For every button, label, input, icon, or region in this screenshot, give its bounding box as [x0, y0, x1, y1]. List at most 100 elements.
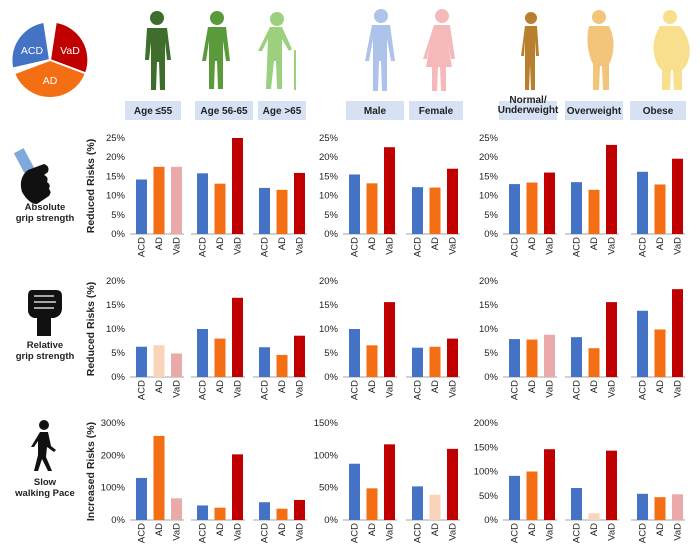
header-label-normal-underweight-1: Underweight — [498, 105, 559, 116]
x-tick-absolute-grip-strength-normal-underweight-vad: VaD — [545, 237, 556, 255]
y-tick-absolute-grip-strength-age-4: 20% — [106, 152, 126, 163]
person-green-icon — [202, 11, 230, 89]
x-tick-slow-walking-pace-age-65-vad: VaD — [295, 523, 306, 541]
x-tick-relative-grip-strength-age-56-65-vad: VaD — [233, 380, 244, 398]
x-tick-absolute-grip-strength-male-acd: ACD — [350, 237, 361, 257]
bar-slow-walking-pace-overweight-ad — [588, 513, 600, 520]
x-tick-relative-grip-strength-age-55-vad: VaD — [172, 380, 183, 398]
x-tick-absolute-grip-strength-obese-acd: ACD — [638, 237, 649, 257]
row-label-relative-grip-strength-1: grip strength — [16, 351, 75, 362]
bar-relative-grip-strength-obese-vad — [672, 289, 683, 377]
x-tick-slow-walking-pace-female-ad: AD — [430, 523, 441, 536]
bar-absolute-grip-strength-age-65-vad — [294, 172, 305, 234]
y-tick-relative-grip-strength-sex-4: 20% — [319, 276, 339, 287]
bar-relative-grip-strength-overweight-ad — [588, 348, 600, 377]
x-tick-relative-grip-strength-obese-ad: AD — [655, 380, 666, 393]
x-tick-relative-grip-strength-overweight-ad: AD — [589, 380, 600, 393]
female-silhouette-icon — [423, 9, 455, 91]
x-tick-slow-walking-pace-male-acd: ACD — [350, 523, 361, 543]
y-tick-absolute-grip-strength-sex-4: 20% — [319, 152, 339, 163]
row-label-relative-grip-strength-0: Relative — [27, 340, 63, 351]
y-tick-absolute-grip-strength-bmi-3: 15% — [479, 171, 499, 182]
bar-absolute-grip-strength-normal-underweight-vad — [544, 172, 555, 234]
bar-slow-walking-pace-female-vad — [447, 448, 458, 520]
x-tick-absolute-grip-strength-age-55-acd: ACD — [137, 237, 148, 257]
bar-slow-walking-pace-male-vad — [384, 444, 395, 520]
x-tick-slow-walking-pace-female-acd: ACD — [413, 523, 424, 543]
y-tick-absolute-grip-strength-sex-2: 10% — [319, 191, 339, 202]
bar-absolute-grip-strength-male-acd — [349, 174, 360, 234]
x-tick-slow-walking-pace-age-65-acd: ACD — [260, 523, 271, 543]
x-tick-relative-grip-strength-male-ad: AD — [367, 380, 378, 393]
y-tick-absolute-grip-strength-bmi-4: 20% — [479, 152, 499, 163]
pie-slice-vad — [48, 20, 90, 75]
x-tick-relative-grip-strength-age-55-acd: ACD — [137, 380, 148, 400]
y-tick-absolute-grip-strength-bmi-2: 10% — [479, 191, 499, 202]
row-label-absolute-grip-strength-0: Absolute — [25, 202, 66, 213]
x-tick-absolute-grip-strength-overweight-ad: AD — [589, 237, 600, 250]
bar-relative-grip-strength-normal-underweight-vad — [544, 334, 555, 377]
x-tick-absolute-grip-strength-age-55-vad: VaD — [172, 237, 183, 255]
header-label-normal-underweight-0: Normal/ — [509, 95, 546, 106]
x-tick-absolute-grip-strength-normal-underweight-ad: AD — [527, 237, 538, 250]
x-tick-absolute-grip-strength-female-vad: VaD — [448, 237, 459, 255]
bar-absolute-grip-strength-age-65-acd — [259, 187, 270, 234]
bar-absolute-grip-strength-age-55-vad — [171, 166, 182, 234]
x-tick-absolute-grip-strength-male-vad: VaD — [385, 237, 396, 255]
row-label-slow-walking-pace-0: Slow — [34, 477, 57, 488]
x-tick-absolute-grip-strength-age-65-ad: AD — [277, 237, 288, 250]
bar-relative-grip-strength-age-56-65-acd — [197, 329, 208, 377]
bar-relative-grip-strength-age-55-ad — [153, 345, 165, 377]
bar-relative-grip-strength-male-vad — [384, 302, 395, 377]
x-tick-relative-grip-strength-female-vad: VaD — [448, 380, 459, 398]
header-label-age-56-65: Age 56-65 — [200, 106, 248, 117]
y-tick-relative-grip-strength-sex-0: 0% — [324, 372, 338, 383]
bar-slow-walking-pace-male-acd — [349, 463, 360, 520]
x-tick-slow-walking-pace-age-56-65-ad: AD — [215, 523, 226, 536]
y-tick-absolute-grip-strength-age-1: 5% — [111, 210, 125, 221]
bar-relative-grip-strength-age-55-acd — [136, 346, 147, 377]
bar-relative-grip-strength-normal-underweight-acd — [509, 339, 520, 377]
bar-relative-grip-strength-age-56-65-vad — [232, 297, 243, 377]
header-label-obese: Obese — [643, 106, 674, 117]
grip-icon — [13, 148, 51, 204]
legend-acd-label: ACD — [21, 45, 44, 57]
pie-slice-ad — [12, 58, 88, 100]
bar-absolute-grip-strength-overweight-acd — [571, 182, 582, 234]
x-tick-relative-grip-strength-overweight-vad: VaD — [607, 380, 618, 398]
bar-slow-walking-pace-age-65-vad — [294, 499, 305, 520]
y-tick-slow-walking-pace-bmi-1: 50% — [479, 491, 499, 502]
slim-silhouette-icon — [521, 12, 539, 90]
y-axis-label-absolute-grip-strength: Reduced Risks (%) — [85, 139, 97, 234]
y-axis-label-slow-walking-pace: Increased Risks (%) — [85, 422, 97, 521]
y-tick-absolute-grip-strength-bmi-0: 0% — [484, 229, 498, 240]
fist-icon — [28, 290, 62, 336]
header-overweight — [565, 101, 623, 120]
x-tick-slow-walking-pace-age-56-65-acd: ACD — [198, 523, 209, 543]
x-tick-slow-walking-pace-overweight-vad: VaD — [607, 523, 618, 541]
bar-absolute-grip-strength-age-55-acd — [136, 179, 147, 234]
walking-icon — [31, 420, 56, 471]
bar-relative-grip-strength-normal-underweight-ad — [526, 339, 538, 377]
y-tick-slow-walking-pace-age-2: 200% — [101, 450, 126, 461]
bar-slow-walking-pace-obese-vad — [672, 494, 683, 520]
x-tick-relative-grip-strength-age-56-65-acd: ACD — [198, 380, 209, 400]
charts-area: Absolute grip strength Reduced Risks (%) 0%… — [14, 133, 685, 543]
bar-relative-grip-strength-age-55-vad — [171, 353, 182, 377]
bar-relative-grip-strength-age-56-65-ad — [214, 338, 226, 377]
x-tick-absolute-grip-strength-age-55-ad: AD — [154, 237, 165, 250]
bar-absolute-grip-strength-overweight-ad — [588, 189, 600, 234]
bar-absolute-grip-strength-male-vad — [384, 147, 395, 234]
x-tick-slow-walking-pace-obese-vad: VaD — [673, 523, 684, 541]
bar-absolute-grip-strength-age-56-65-acd — [197, 173, 208, 234]
x-tick-slow-walking-pace-male-vad: VaD — [385, 523, 396, 541]
y-tick-relative-grip-strength-bmi-2: 10% — [479, 324, 499, 335]
x-tick-relative-grip-strength-female-ad: AD — [430, 380, 441, 393]
y-tick-absolute-grip-strength-sex-0: 0% — [324, 229, 338, 240]
header-age-65 — [258, 101, 306, 120]
x-tick-relative-grip-strength-age-65-ad: AD — [277, 380, 288, 393]
bar-absolute-grip-strength-age-56-65-vad — [232, 138, 243, 234]
obese-silhouette-icon — [653, 10, 690, 90]
bar-slow-walking-pace-female-acd — [412, 486, 423, 520]
